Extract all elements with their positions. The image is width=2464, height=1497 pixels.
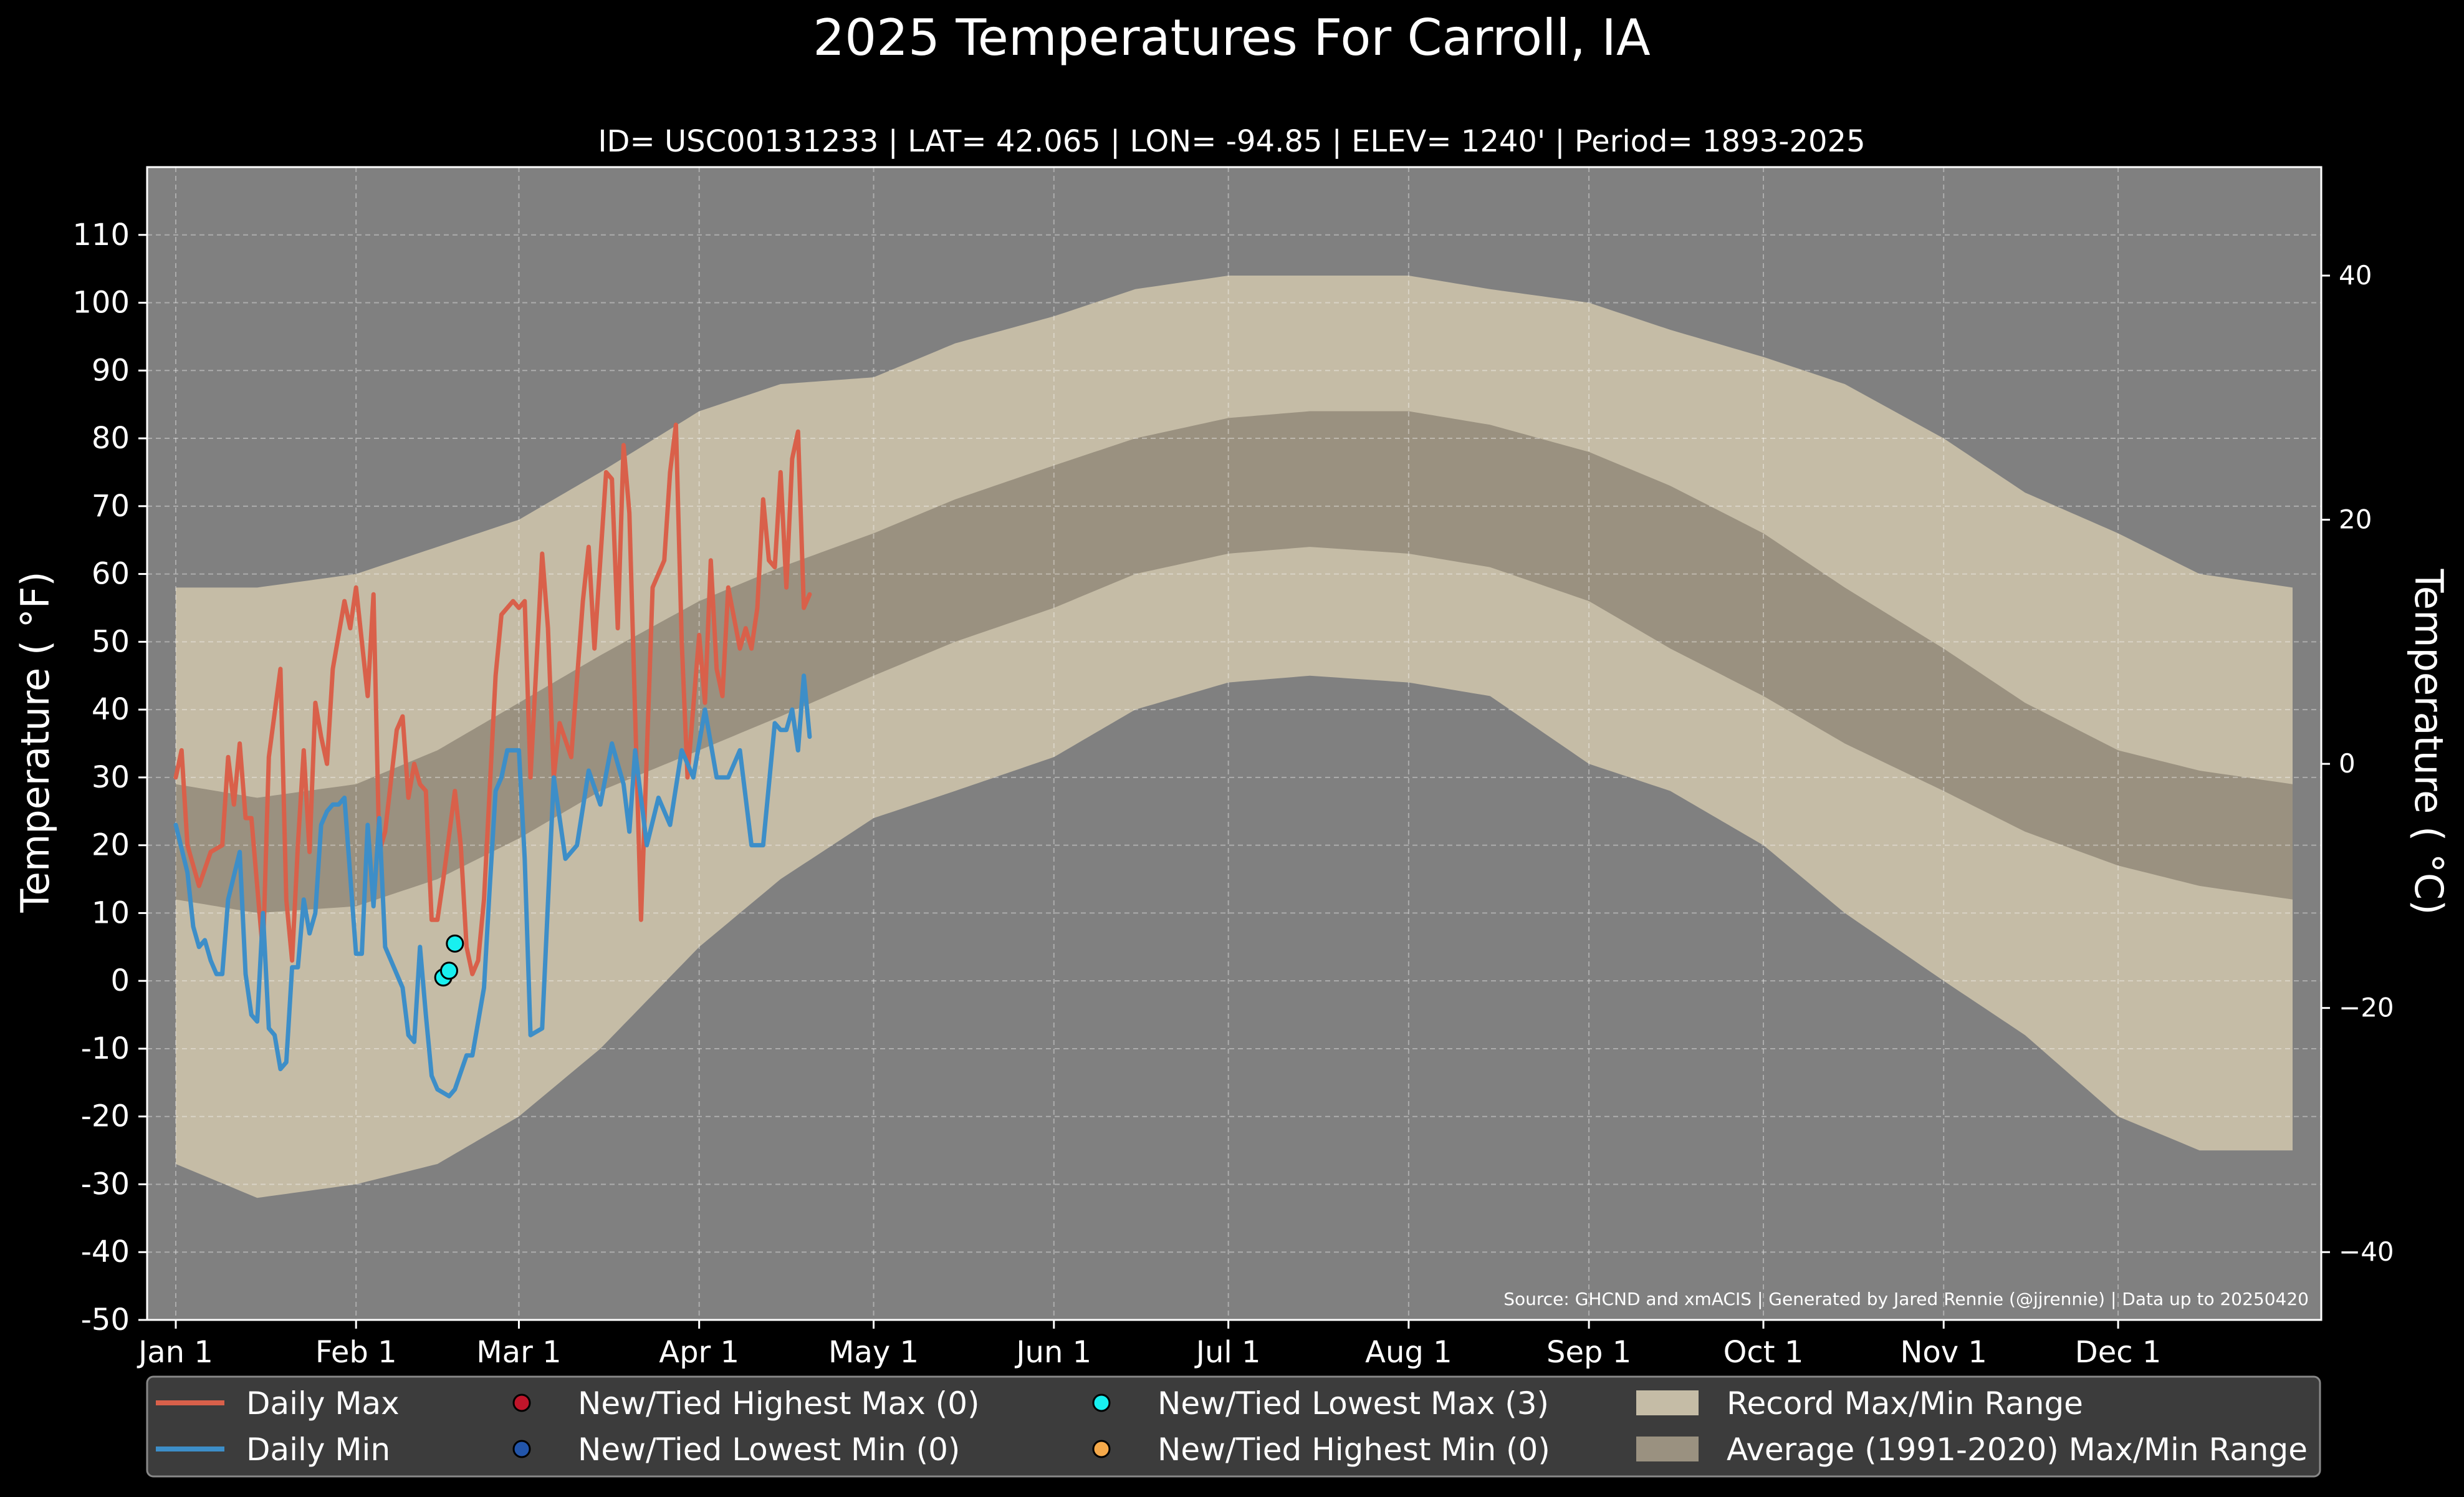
y-tick-label-left: 60 — [92, 557, 130, 592]
y-tick-label-right: −40 — [2339, 1236, 2394, 1267]
record-range-band — [176, 276, 2293, 1198]
legend-label: Daily Max — [246, 1385, 400, 1422]
x-tick-label: Nov 1 — [1900, 1335, 1987, 1370]
y-tick-label-left: -40 — [81, 1235, 130, 1269]
y-tick-label-left: 70 — [92, 489, 130, 524]
legend: Daily Max Daily Min New/Tied Highest Max (… — [146, 1375, 2321, 1478]
x-tick-label: May 1 — [828, 1335, 919, 1370]
y-tick-label-left: 30 — [92, 760, 130, 795]
legend-label: Record Max/Min Range — [1727, 1385, 2083, 1422]
axes: -50 -40 -30 -20 -10 0 10 20 30 40 50 60 70 80 90 100 110… — [72, 166, 2394, 1370]
legend-label: Average (1991-2020) Max/Min Range — [1727, 1432, 2308, 1468]
source-note: Source: GHCND and xmACIS | Generated by … — [1503, 1289, 2309, 1309]
y-tick-label-left: -30 — [81, 1167, 130, 1201]
legend-swatch-marker — [512, 1394, 531, 1412]
legend-label: New/Tied Highest Min (0) — [1158, 1432, 1550, 1468]
x-tick-label: Aug 1 — [1365, 1335, 1452, 1370]
y-tick-label-left: 40 — [92, 692, 130, 727]
legend-swatch-patch — [1636, 1437, 1699, 1461]
daily-min-line — [173, 673, 812, 1099]
legend-box — [146, 1375, 2321, 1478]
legend-label: Daily Min — [246, 1432, 390, 1468]
y-tick-label-left: -20 — [81, 1099, 130, 1134]
x-tick-label: Jan 1 — [137, 1335, 213, 1370]
y-tick-label-left: 80 — [92, 421, 130, 456]
x-tick-label: Jun 1 — [1014, 1335, 1091, 1370]
y-tick-label-left: 100 — [72, 286, 130, 320]
y-tick-label-left: -10 — [81, 1031, 130, 1066]
chart-subtitle: ID= USC00131233 | LAT= 42.065 | LON= -94… — [598, 124, 1865, 159]
y-tick-label-right: 0 — [2339, 748, 2356, 779]
legend-label: New/Tied Highest Max (0) — [578, 1385, 980, 1422]
y-axis-label-right: Temperature ( °C) — [2406, 569, 2452, 915]
record-marker-lowest-max — [446, 934, 464, 953]
y-tick-label-left: -50 — [81, 1302, 130, 1337]
legend-swatch-patch — [1636, 1390, 1699, 1415]
y-tick-label-left: 20 — [92, 828, 130, 863]
y-tick-label-left: 50 — [92, 624, 130, 659]
y-tick-label-left: 10 — [92, 895, 130, 930]
x-tick-label: Oct 1 — [1723, 1335, 1804, 1370]
legend-swatch-marker — [1092, 1440, 1111, 1458]
x-tick-label: Sep 1 — [1546, 1335, 1631, 1370]
plot-area — [147, 167, 2321, 1321]
y-tick-label-left: 90 — [92, 353, 130, 388]
legend-label: New/Tied Lowest Max (3) — [1158, 1385, 1549, 1422]
y-tick-label-left: 110 — [72, 218, 130, 253]
x-tick-label: Feb 1 — [315, 1335, 397, 1370]
plot-frame — [146, 166, 2323, 1321]
record-marker-lowest-max — [439, 961, 458, 980]
legend-swatch-marker — [1092, 1394, 1111, 1412]
y-axis-label-left: Temperature ( °F) — [12, 571, 58, 913]
average-range-band — [176, 411, 2293, 913]
legend-label: New/Tied Lowest Min (0) — [578, 1432, 960, 1468]
chart-title: 2025 Temperatures For Carroll, IA — [813, 9, 1651, 67]
y-tick-label-right: 40 — [2339, 260, 2372, 291]
y-tick-label-right: −20 — [2339, 993, 2394, 1023]
daily-max-line — [173, 422, 812, 976]
x-tick-label: Mar 1 — [476, 1335, 561, 1370]
legend-swatch-marker — [512, 1440, 531, 1458]
y-tick-label-left: 0 — [110, 963, 130, 998]
x-tick-label: Dec 1 — [2075, 1335, 2162, 1370]
y-tick-label-right: 20 — [2339, 504, 2372, 535]
x-tick-label: Jul 1 — [1194, 1335, 1261, 1370]
x-tick-label: Apr 1 — [659, 1335, 739, 1370]
